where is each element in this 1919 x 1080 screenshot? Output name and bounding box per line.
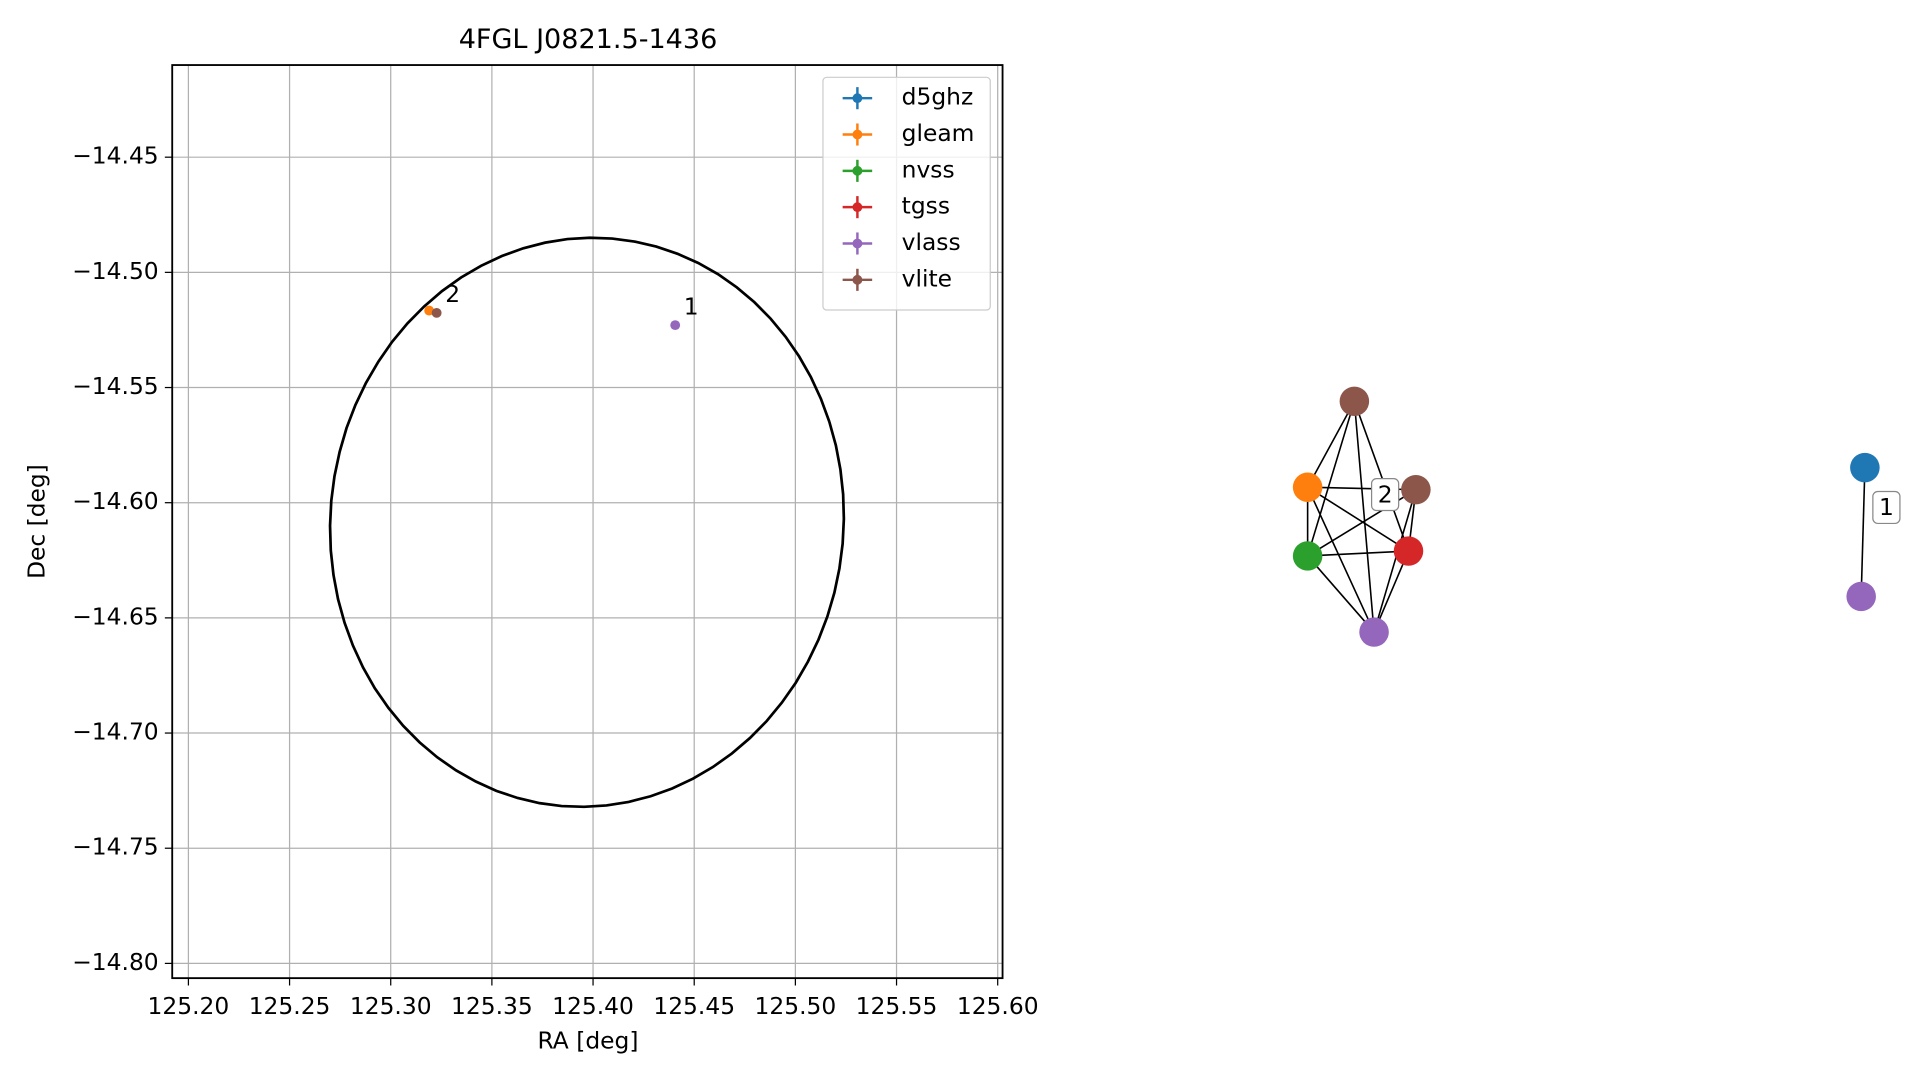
legend-label: tgss [902, 192, 950, 220]
graph-node [1292, 472, 1323, 502]
x-tick-label: 125.25 [249, 992, 331, 1020]
x-tick-label: 125.60 [957, 992, 1039, 1020]
data-point [424, 305, 435, 316]
y-tick-label: −14.80 [72, 948, 158, 976]
graph-node [1393, 536, 1424, 566]
y-tick-label: −14.60 [72, 487, 158, 515]
legend-label: gleam [902, 119, 975, 147]
legend-marker [852, 165, 863, 176]
y-tick-label: −14.50 [72, 257, 158, 285]
graph-edge [1353, 401, 1410, 552]
data-point [670, 320, 681, 331]
edge-label-box [1370, 478, 1400, 512]
y-tick-label: −14.70 [72, 718, 158, 746]
x-tick-label: 125.35 [451, 992, 533, 1020]
chart-title: 4FGL J0821.5-1436 [459, 24, 718, 55]
legend-marker [852, 274, 863, 285]
graph-edge [1306, 400, 1356, 488]
edge-label: 2 [1378, 480, 1393, 508]
legend-label: vlite [902, 264, 952, 292]
graph-node [1339, 386, 1370, 417]
legend-label: d5ghz [902, 83, 974, 111]
y-tick-label: −14.45 [72, 142, 158, 170]
legend-marker [852, 93, 863, 104]
point-label: 1 [684, 292, 699, 320]
legend-label: nvss [902, 155, 955, 183]
graph-edge [1306, 486, 1375, 633]
point-label: 2 [445, 280, 460, 308]
graph-node [1292, 541, 1323, 571]
graph-node [1359, 617, 1389, 647]
edge-label: 1 [1879, 493, 1894, 521]
graph-node [1401, 474, 1431, 505]
graph-edge [1353, 401, 1375, 633]
graph-edge [1307, 555, 1375, 633]
legend-marker [852, 238, 863, 249]
x-tick-label: 125.50 [755, 992, 837, 1020]
x-tick-label: 125.45 [653, 992, 735, 1020]
legend-marker [852, 202, 863, 213]
edge-label-box [1872, 490, 1901, 525]
x-tick-label: 125.20 [148, 992, 230, 1020]
legend-marker [852, 129, 863, 140]
data-point [431, 307, 442, 318]
y-tick-label: −14.75 [72, 833, 158, 861]
graph-edge [1373, 489, 1417, 633]
ellipse [328, 236, 846, 809]
x-tick-label: 125.40 [552, 992, 634, 1020]
y-tick-label: −14.65 [72, 602, 158, 630]
legend-label: vlass [902, 228, 961, 256]
x-tick-label: 125.55 [856, 992, 938, 1020]
graph-node [1850, 452, 1880, 483]
y-axis-label: Dec [deg] [23, 464, 51, 579]
graph-node [1846, 581, 1876, 612]
graph-edge [1860, 467, 1866, 597]
x-axis-label: RA [deg] [538, 1026, 639, 1054]
graph-edge [1306, 401, 1356, 557]
plot-frame [171, 64, 1004, 980]
y-tick-label: −14.55 [72, 372, 158, 400]
graph-edge [1307, 486, 1409, 552]
x-tick-label: 125.30 [350, 992, 432, 1020]
graph-edge [1307, 550, 1409, 557]
